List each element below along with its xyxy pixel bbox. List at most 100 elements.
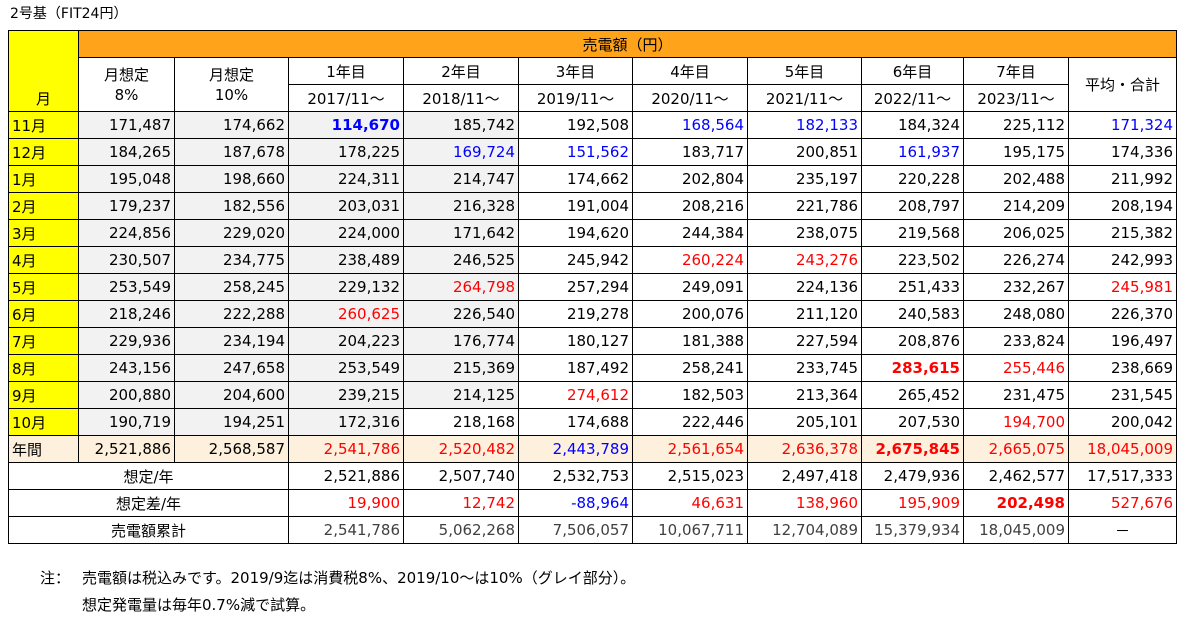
value-cell: 224,000 <box>288 219 404 247</box>
table-row: 3月 224,856 229,020 224,000 171,642 194,620 244… <box>8 219 1177 247</box>
annual-row: 年間 2,521,886 2,568,587 2,541,786 2,520,482 2,… <box>8 435 1177 463</box>
annual-total: 18,045,009 <box>1068 435 1177 463</box>
assumed-year-row-total: 17,517,333 <box>1068 462 1177 490</box>
average-cell: 215,382 <box>1068 219 1177 247</box>
assumed-10-cell: 222,288 <box>174 300 289 328</box>
value-cell: 182,133 <box>747 111 862 139</box>
value-cell: 207,530 <box>861 408 964 436</box>
value-cell: 227,594 <box>747 327 862 355</box>
month-cell: 7月 <box>8 327 79 355</box>
value-cell: 283,615 <box>861 354 964 382</box>
value-cell: 220,228 <box>861 165 964 193</box>
value-cell: 233,824 <box>963 327 1069 355</box>
assumed-year-row-value: 2,521,886 <box>288 462 404 490</box>
average-cell: 231,545 <box>1068 381 1177 409</box>
value-cell: 114,670 <box>288 111 404 139</box>
value-cell: 208,216 <box>632 192 748 220</box>
month-cell: 1月 <box>8 165 79 193</box>
month-cell: 9月 <box>8 381 79 409</box>
average-cell: 226,370 <box>1068 300 1177 328</box>
value-cell: 246,525 <box>403 246 519 274</box>
value-cell: 176,774 <box>403 327 519 355</box>
sales-table: 月 売電額（円） 月想定 8% 月想定 10% 1年目 2年目 3年目 4年目 5年… <box>8 30 1177 544</box>
assumed-10-cell: 204,600 <box>174 381 289 409</box>
average-cell: 171,324 <box>1068 111 1177 139</box>
value-cell: 251,433 <box>861 273 964 301</box>
value-cell: 178,225 <box>288 138 404 166</box>
year-header: 6年目 <box>861 57 964 85</box>
value-cell: 185,742 <box>403 111 519 139</box>
value-cell: 205,101 <box>747 408 862 436</box>
assumed-10-cell: 258,245 <box>174 273 289 301</box>
value-cell: 253,549 <box>288 354 404 382</box>
value-cell: 226,540 <box>403 300 519 328</box>
assumed-diff-row-label: 想定差/年 <box>8 489 289 517</box>
value-cell: 238,075 <box>747 219 862 247</box>
cumulative-row-value: 10,067,711 <box>632 516 748 544</box>
value-cell: 174,662 <box>518 165 633 193</box>
note-line-1: 売電額は税込みです。2019/9迄は消費税8%、2019/10～は10%（グレイ… <box>82 569 636 587</box>
assumed-8-cell: 195,048 <box>78 165 175 193</box>
year-header: 3年目 <box>518 57 633 85</box>
value-cell: 195,175 <box>963 138 1069 166</box>
annual-value: 2,665,075 <box>963 435 1069 463</box>
table-row: 4月 230,507 234,775 238,489 246,525 245,942 260… <box>8 246 1177 274</box>
cumulative-row: 売電額累計 2,541,786 5,062,268 7,506,057 10,067,7… <box>8 516 1177 544</box>
assumed-8-header: 月想定 8% <box>78 57 175 112</box>
value-cell: 183,717 <box>632 138 748 166</box>
value-cell: 223,502 <box>861 246 964 274</box>
assumed-diff-row-value: 202,498 <box>963 489 1069 517</box>
value-cell: 171,642 <box>403 219 519 247</box>
value-cell: 208,876 <box>861 327 964 355</box>
assumed-diff-row-total: 527,676 <box>1068 489 1177 517</box>
value-cell: 219,278 <box>518 300 633 328</box>
assumed-year-row-value: 2,507,740 <box>403 462 519 490</box>
value-cell: 232,267 <box>963 273 1069 301</box>
value-cell: 240,583 <box>861 300 964 328</box>
assumed-10-cell: 187,678 <box>174 138 289 166</box>
assumed-10-cell: 247,658 <box>174 354 289 382</box>
table-row: 1月 195,048 198,660 224,311 214,747 174,662 202… <box>8 165 1177 193</box>
table-title: 2号基（FIT24円） <box>10 6 128 22</box>
assumed-diff-row-value: -88,964 <box>518 489 633 517</box>
month-cell: 6月 <box>8 300 79 328</box>
assumed-year-row-label: 想定/年 <box>8 462 289 490</box>
assumed-10-cell: 229,020 <box>174 219 289 247</box>
value-cell: 244,384 <box>632 219 748 247</box>
value-cell: 218,168 <box>403 408 519 436</box>
table-row: 7月 229,936 234,194 204,223 176,774 180,127 181… <box>8 327 1177 355</box>
assumed-diff-row-value: 19,900 <box>288 489 404 517</box>
assumed-8-cell: 229,936 <box>78 327 175 355</box>
assumed-diff-row-value: 46,631 <box>632 489 748 517</box>
assumed-8-cell: 171,487 <box>78 111 175 139</box>
assumed-year-row-value: 2,479,936 <box>861 462 964 490</box>
value-cell: 248,080 <box>963 300 1069 328</box>
value-cell: 169,724 <box>403 138 519 166</box>
average-cell: 208,194 <box>1068 192 1177 220</box>
month-cell: 5月 <box>8 273 79 301</box>
assumed-8-cell: 253,549 <box>78 273 175 301</box>
assumed-year-row-value: 2,532,753 <box>518 462 633 490</box>
period-header: 2017/11～ <box>288 84 404 112</box>
value-cell: 211,120 <box>747 300 862 328</box>
annual-value: 2,636,378 <box>747 435 862 463</box>
value-cell: 214,747 <box>403 165 519 193</box>
annual-value: 2,675,845 <box>861 435 964 463</box>
assumed-10-cell: 234,194 <box>174 327 289 355</box>
value-cell: 174,688 <box>518 408 633 436</box>
value-cell: 264,798 <box>403 273 519 301</box>
month-cell: 11月 <box>8 111 79 139</box>
value-cell: 203,031 <box>288 192 404 220</box>
value-cell: 182,503 <box>632 381 748 409</box>
assumed-8-cell: 218,246 <box>78 300 175 328</box>
year-header: 1年目 <box>288 57 404 85</box>
avg-total-header: 平均・合計 <box>1068 57 1177 112</box>
notes-label: 注： <box>40 569 71 587</box>
value-cell: 229,132 <box>288 273 404 301</box>
year-header: 5年目 <box>747 57 862 85</box>
value-cell: 168,564 <box>632 111 748 139</box>
value-cell: 214,125 <box>403 381 519 409</box>
period-header: 2023/11～ <box>963 84 1069 112</box>
average-cell: 174,336 <box>1068 138 1177 166</box>
month-cell: 12月 <box>8 138 79 166</box>
